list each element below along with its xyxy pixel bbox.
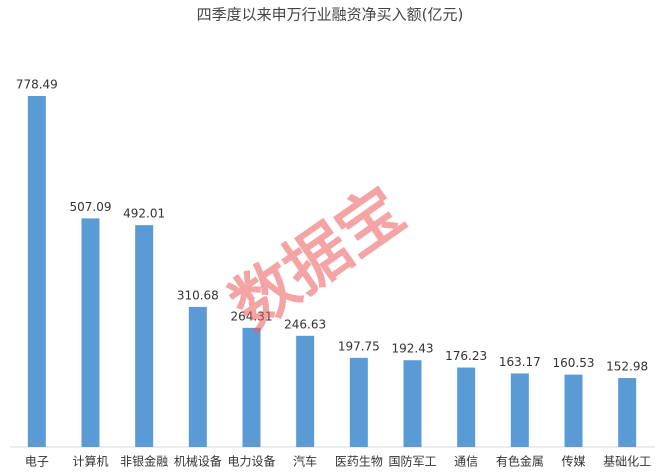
x-tick-label: 非银金融 — [120, 454, 168, 469]
x-tick-label: 电子 — [25, 455, 49, 469]
value-label: 192.43 — [392, 342, 434, 356]
value-label: 310.68 — [177, 288, 219, 302]
bar — [296, 335, 315, 447]
bar — [135, 225, 154, 447]
x-tick-label: 国防军工 — [388, 454, 436, 469]
value-label: 197.75 — [338, 339, 380, 353]
x-tick-label: 有色金属 — [496, 454, 544, 469]
bar — [510, 373, 529, 447]
value-label: 163.17 — [499, 355, 541, 369]
bar — [27, 96, 46, 447]
bar — [564, 374, 583, 447]
value-label: 507.09 — [70, 200, 112, 214]
bar — [457, 367, 476, 447]
value-label: 152.98 — [606, 360, 648, 374]
value-label: 176.23 — [445, 349, 487, 363]
x-tick-label: 机械设备 — [174, 454, 222, 469]
x-tick-label: 汽车 — [293, 454, 317, 469]
x-tick-label: 医药生物 — [335, 455, 383, 469]
bar — [618, 378, 637, 447]
x-tick-label: 计算机 — [72, 454, 108, 469]
bar — [188, 306, 207, 447]
value-label: 778.49 — [16, 78, 58, 92]
x-tick-label: 通信 — [454, 455, 478, 469]
bar — [81, 218, 100, 447]
chart-title: 四季度以来申万行业融资净买入额(亿元) — [197, 6, 464, 24]
value-label: 492.01 — [123, 207, 165, 221]
value-label: 246.63 — [284, 317, 326, 331]
bar — [242, 327, 261, 447]
value-label: 264.31 — [231, 309, 273, 323]
x-tick-label: 基础化工 — [603, 455, 651, 469]
x-tick-label: 传媒 — [561, 454, 585, 469]
x-tick-label: 电力设备 — [227, 455, 275, 469]
value-label: 160.53 — [553, 356, 595, 370]
bar — [403, 360, 422, 447]
bar — [349, 357, 368, 447]
